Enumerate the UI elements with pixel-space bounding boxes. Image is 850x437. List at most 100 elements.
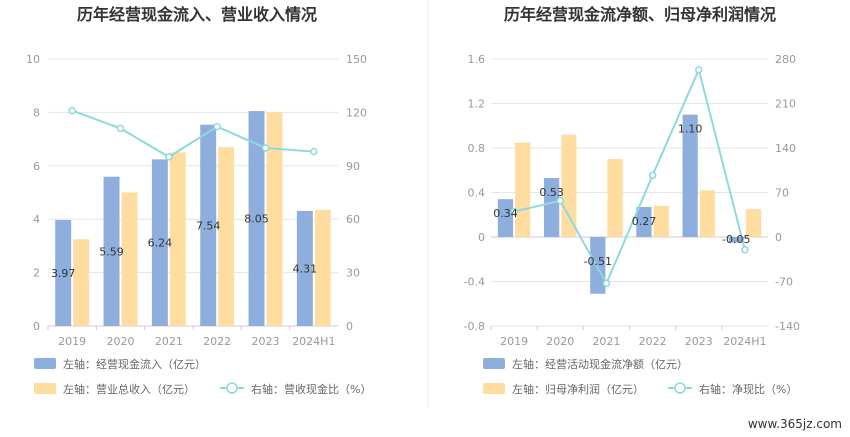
- ratio-point: [510, 207, 518, 216]
- category-label: 2021: [155, 335, 183, 348]
- category-label: 2023: [252, 335, 280, 348]
- left-axis-tick-label: 0.4: [468, 187, 486, 200]
- right-axis-tick-label: 60: [346, 213, 360, 226]
- bar-primary: [497, 199, 514, 237]
- right-axis-tick-label: 0: [346, 320, 353, 333]
- left-axis-tick-label: -0.4: [464, 276, 485, 289]
- chart-cash-inflow-revenue: 历年经营现金流入、营业收入情况 0 2 4 6 8 10 0 30 60 90 120 150 2019 2…: [26, 5, 371, 396]
- ratio-point: [695, 66, 703, 74]
- left-axis-tick-label: 2: [33, 267, 40, 280]
- left-axis-tick-label: 6: [33, 160, 40, 173]
- bar-value-label: 3.97: [51, 267, 76, 280]
- category-label: 2020: [546, 335, 574, 348]
- bar-secondary: [218, 147, 235, 326]
- legend-swatch-primary: [483, 358, 505, 369]
- ratio-point: [165, 153, 173, 161]
- bar-value-label: -0.51: [584, 255, 612, 268]
- left-axis-tick-label: 1.2: [468, 98, 486, 111]
- legend-label: 左轴：营业总收入（亿元）: [63, 382, 195, 396]
- bar-value-label: 0.27: [632, 215, 657, 228]
- ratio-point: [68, 106, 76, 115]
- bar-secondary: [169, 152, 186, 326]
- legend-swatch-secondary: [483, 383, 505, 394]
- right-axis-tick-label: 90: [346, 160, 360, 173]
- bar-secondary: [515, 142, 531, 237]
- right-axis-tick-label: 70: [775, 187, 789, 200]
- ratio-point: [261, 144, 270, 152]
- bar-value-label: 0.34: [493, 207, 518, 220]
- legend-label: 左轴：归母净利润（亿元）: [512, 382, 644, 396]
- right-axis-tick-label: 140: [775, 142, 796, 155]
- bar-secondary: [699, 190, 715, 237]
- ratio-point: [648, 171, 657, 180]
- bar-primary: [151, 159, 168, 326]
- right-axis-tick-label: -140: [775, 320, 800, 333]
- bar-value-label: 4.31: [293, 262, 318, 275]
- right-axis-tick-label: 280: [775, 53, 796, 66]
- category-label: 2019: [58, 335, 86, 348]
- right-axis-tick-label: 0: [775, 231, 782, 244]
- ratio-point: [556, 197, 564, 205]
- legend-label: 右轴：净现比（%）: [699, 382, 797, 396]
- legend-label: 左轴：经营活动现金流净额（亿元）: [512, 357, 688, 371]
- bar-primary: [103, 176, 120, 326]
- bar-primary: [200, 124, 217, 326]
- category-label: 2022: [639, 335, 667, 348]
- right-axis-tick-label: 210: [775, 98, 796, 111]
- ratio-line: [71, 109, 314, 159]
- legend-swatch-secondary: [34, 383, 56, 394]
- left-axis-tick-label: 8: [33, 106, 40, 119]
- right-axis-tick-label: 30: [346, 267, 360, 280]
- bar-primary: [544, 178, 560, 237]
- category-label: 2019: [500, 335, 528, 348]
- ratio-point: [310, 147, 318, 156]
- left-axis-tick-label: 4: [33, 213, 40, 226]
- legend-label: 左轴：经营现金流入（亿元）: [63, 357, 206, 371]
- bar-value-label: 0.53: [539, 186, 564, 199]
- category-label: 2020: [107, 335, 135, 348]
- category-label: 2023: [685, 335, 713, 348]
- bar-primary: [248, 111, 265, 326]
- bar-secondary: [314, 209, 331, 326]
- bar-primary: [682, 114, 698, 237]
- bar-primary: [590, 237, 606, 294]
- bar-value-label: 7.54: [196, 219, 221, 232]
- ratio-point: [213, 122, 221, 131]
- chart-net-cashflow-profit: 历年经营现金流净额、归母净利润情况 -0.8 -0.4 0 0.4 0.8 1.2 1.6 -1…: [464, 5, 800, 396]
- ratio-point: [741, 245, 749, 254]
- bar-secondary: [745, 209, 762, 237]
- bar-secondary: [266, 112, 283, 327]
- right-axis-tick-label: 150: [346, 53, 367, 66]
- bar-secondary: [607, 159, 623, 237]
- left-axis-tick-label: 0: [478, 231, 485, 244]
- left-axis-tick-label: 0.8: [468, 142, 486, 155]
- bar-primary: [55, 220, 72, 326]
- right-axis-tick-label: -70: [775, 276, 793, 289]
- bar-secondary: [653, 205, 669, 237]
- category-label: 2024H1: [723, 335, 766, 348]
- watermark: www.365jz.com: [748, 417, 842, 431]
- legend-label: 右轴：营收现金比（%）: [251, 382, 371, 396]
- left-axis-tick-label: 10: [26, 53, 40, 66]
- legend-swatch-marker: [226, 382, 238, 394]
- bar-primary: [296, 210, 313, 326]
- left-axis-tick-label: 1.6: [468, 53, 486, 66]
- legend-swatch-primary: [34, 358, 56, 369]
- bar-value-label: -0.05: [722, 233, 750, 246]
- ratio-point: [116, 124, 125, 133]
- bar-primary: [728, 237, 744, 243]
- bar-value-label: 1.10: [678, 123, 703, 136]
- bar-secondary: [73, 239, 90, 326]
- ratio-point: [602, 279, 611, 288]
- ratio-line: [513, 66, 746, 286]
- right-axis-tick-label: 120: [346, 106, 367, 119]
- bar-value-label: 6.24: [148, 237, 173, 250]
- legend-swatch-marker: [674, 382, 686, 394]
- bar-value-label: 5.59: [99, 245, 124, 258]
- chart-title: 历年经营现金流入、营业收入情况: [77, 5, 317, 24]
- category-label: 2024H1: [292, 335, 335, 348]
- category-label: 2021: [592, 335, 620, 348]
- category-label: 2022: [203, 335, 231, 348]
- left-axis-tick-label: -0.8: [464, 320, 485, 333]
